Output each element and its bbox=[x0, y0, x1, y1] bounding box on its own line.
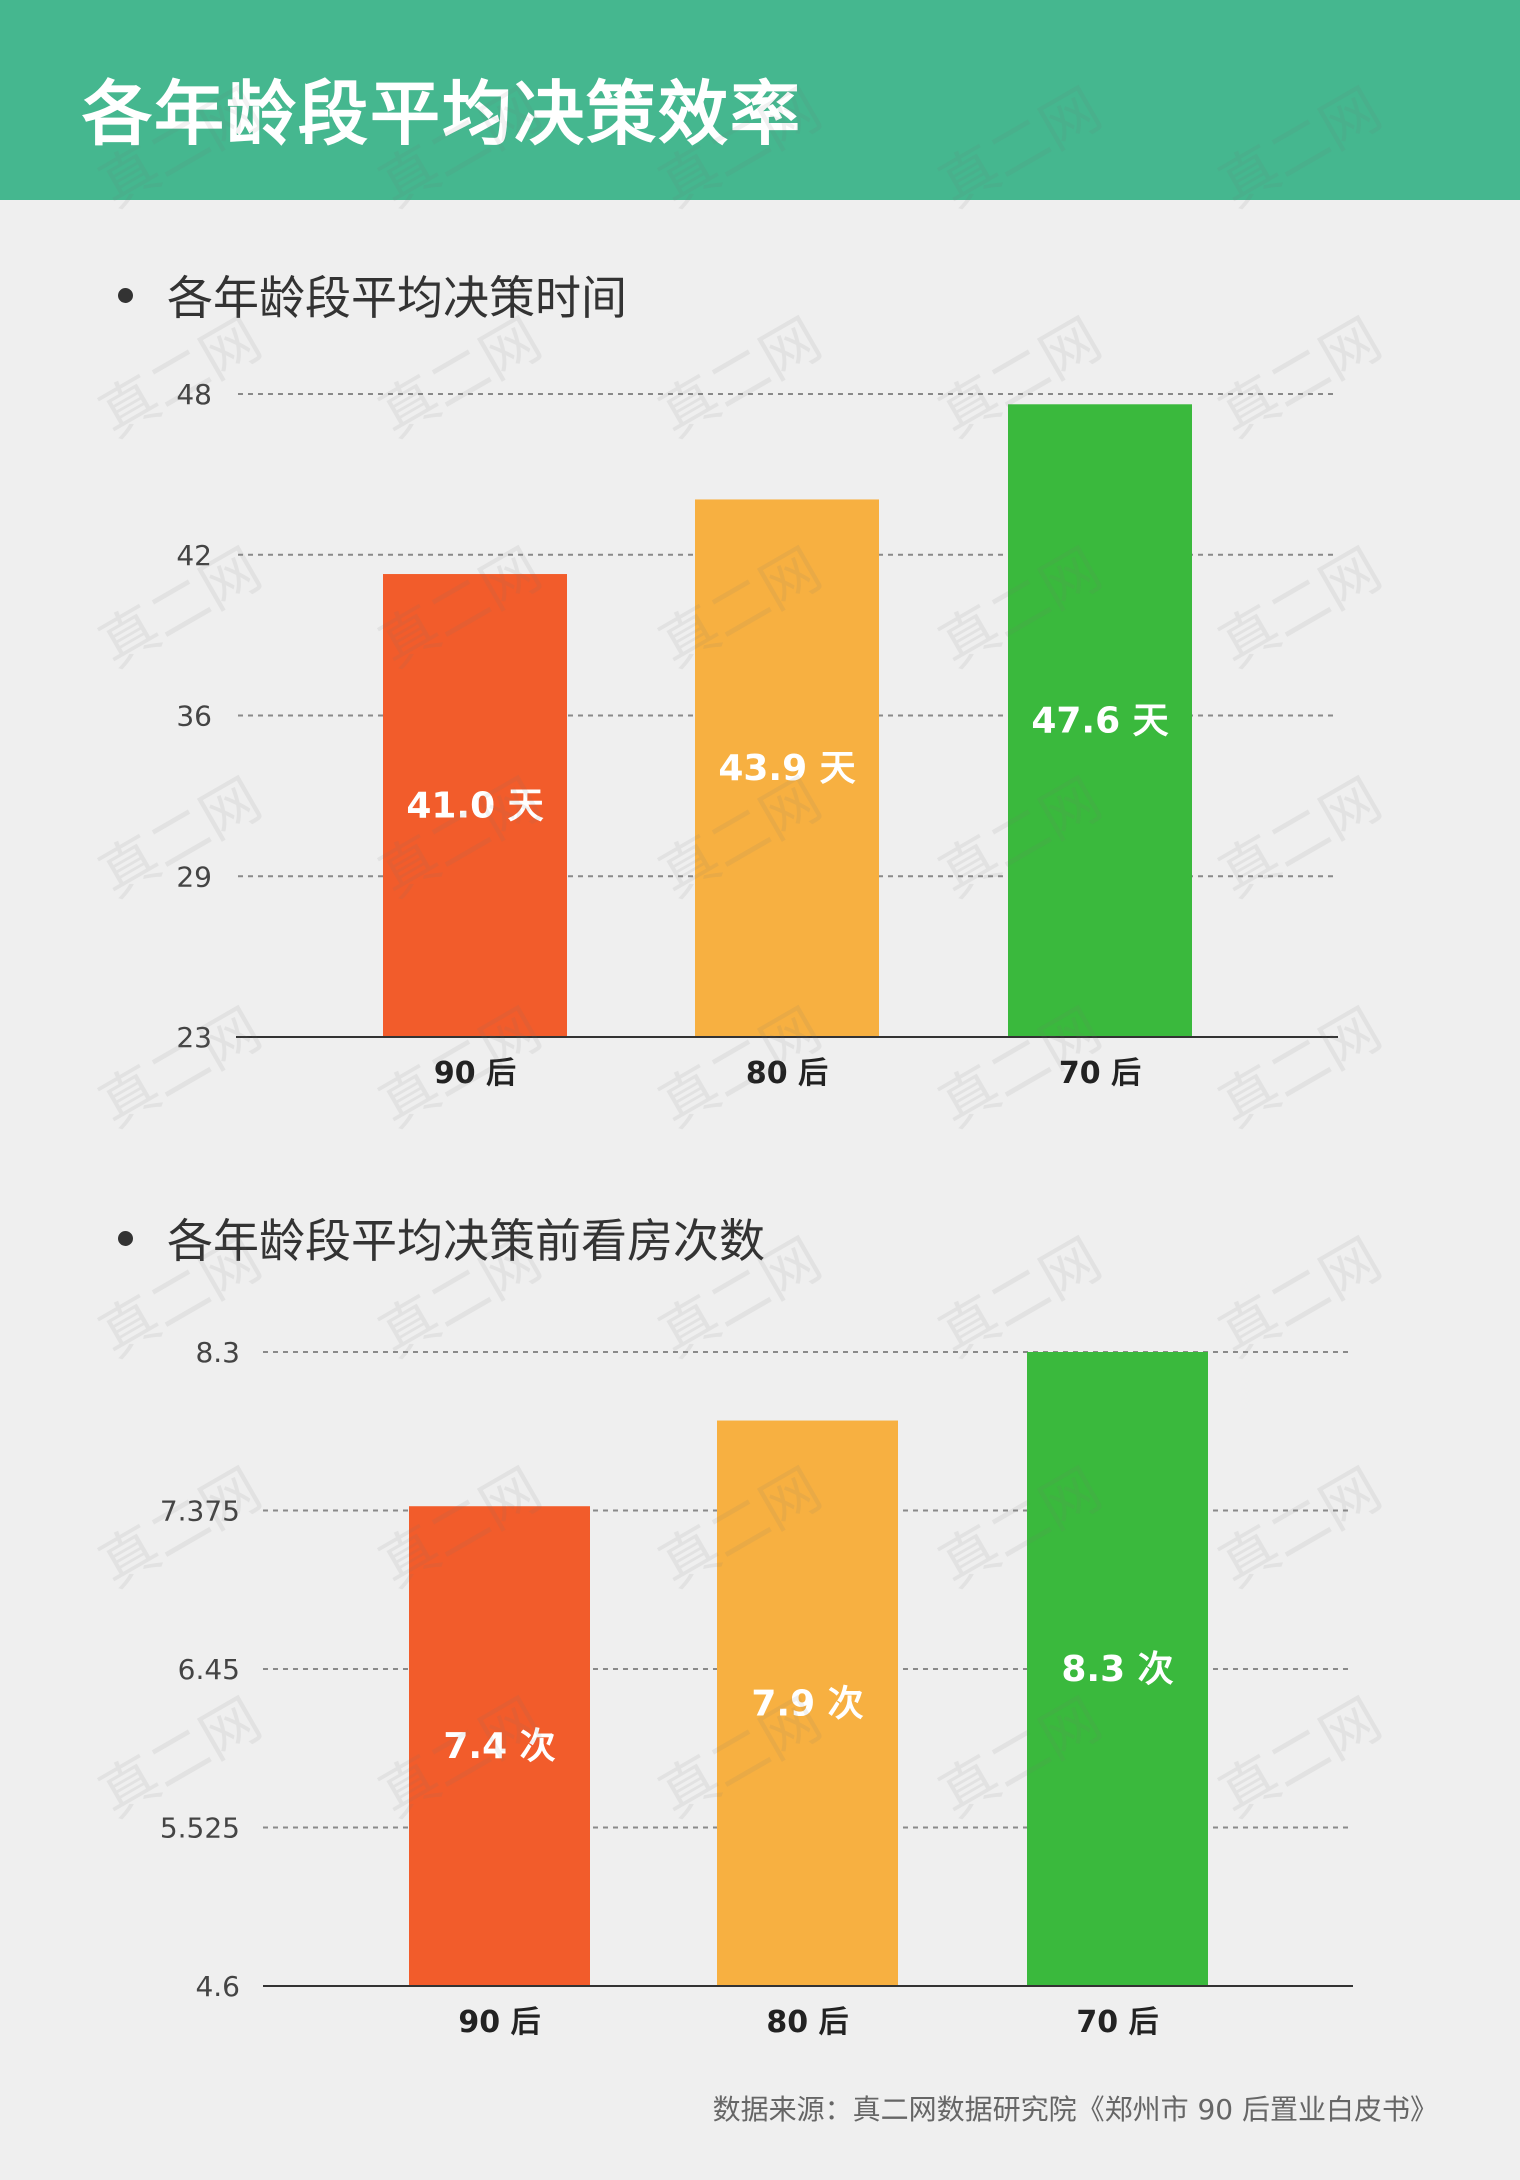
y-tick-label: 4.6 bbox=[195, 1970, 240, 2003]
bar-value-label: 7.9 次 bbox=[751, 1683, 863, 1724]
bar-0 bbox=[383, 574, 567, 1037]
decision-time-chart: 23 29 36 42 48 41.0 天 90 后 43.9 天 80 后 47.6 天 70 后 bbox=[176, 378, 1338, 1091]
bullet-icon bbox=[118, 1230, 133, 1246]
bar-value-label: 43.9 天 bbox=[718, 748, 855, 789]
bar-2 bbox=[1008, 404, 1192, 1038]
y-tick-label: 36 bbox=[176, 700, 212, 733]
y-tick-label: 6.45 bbox=[178, 1653, 240, 1686]
x-category-label: 90 后 bbox=[434, 1056, 516, 1091]
y-tick-label: 23 bbox=[176, 1021, 212, 1054]
bar-1 bbox=[717, 1420, 898, 1986]
chart1-title: 各年龄段平均决策时间 bbox=[118, 262, 627, 328]
bullet-icon bbox=[118, 287, 133, 303]
x-category-label: 90 后 bbox=[458, 2005, 540, 2040]
y-tick-label: 48 bbox=[176, 378, 212, 411]
bar-value-label: 41.0 天 bbox=[406, 786, 543, 827]
y-tick-label: 29 bbox=[176, 860, 212, 893]
bar-value-label: 47.6 天 bbox=[1031, 701, 1168, 742]
bar-1 bbox=[695, 499, 879, 1037]
y-tick-label: 5.525 bbox=[160, 1812, 240, 1845]
header-bar: 各年龄段平均决策效率 bbox=[0, 0, 1520, 200]
bar-value-label: 8.3 次 bbox=[1061, 1649, 1173, 1690]
x-category-label: 70 后 bbox=[1059, 1056, 1141, 1091]
x-category-label: 80 后 bbox=[766, 2005, 848, 2040]
bar-value-label: 7.4 次 bbox=[443, 1726, 555, 1767]
chart1-title-text: 各年龄段平均决策时间 bbox=[167, 271, 627, 325]
y-tick-label: 42 bbox=[176, 539, 212, 572]
chart2-title-text: 各年龄段平均决策前看房次数 bbox=[167, 1214, 765, 1268]
viewing-count-chart: 4.6 5.525 6.45 7.375 8.3 7.4 次 90 后 7.9 次 80 后 8.… bbox=[160, 1336, 1353, 2040]
chart2-title: 各年龄段平均决策前看房次数 bbox=[118, 1205, 765, 1271]
y-tick-label: 7.375 bbox=[160, 1495, 240, 1528]
source-note: 数据来源：真二网数据研究院《郑州市 90 后置业白皮书》 bbox=[712, 2093, 1438, 2126]
bar-0 bbox=[409, 1506, 590, 1986]
bar-2 bbox=[1027, 1352, 1208, 1986]
x-category-label: 80 后 bbox=[746, 1056, 828, 1091]
x-category-label: 70 后 bbox=[1076, 2005, 1158, 2040]
page-title: 各年龄段平均决策效率 bbox=[82, 73, 802, 155]
y-tick-label: 8.3 bbox=[195, 1336, 240, 1369]
